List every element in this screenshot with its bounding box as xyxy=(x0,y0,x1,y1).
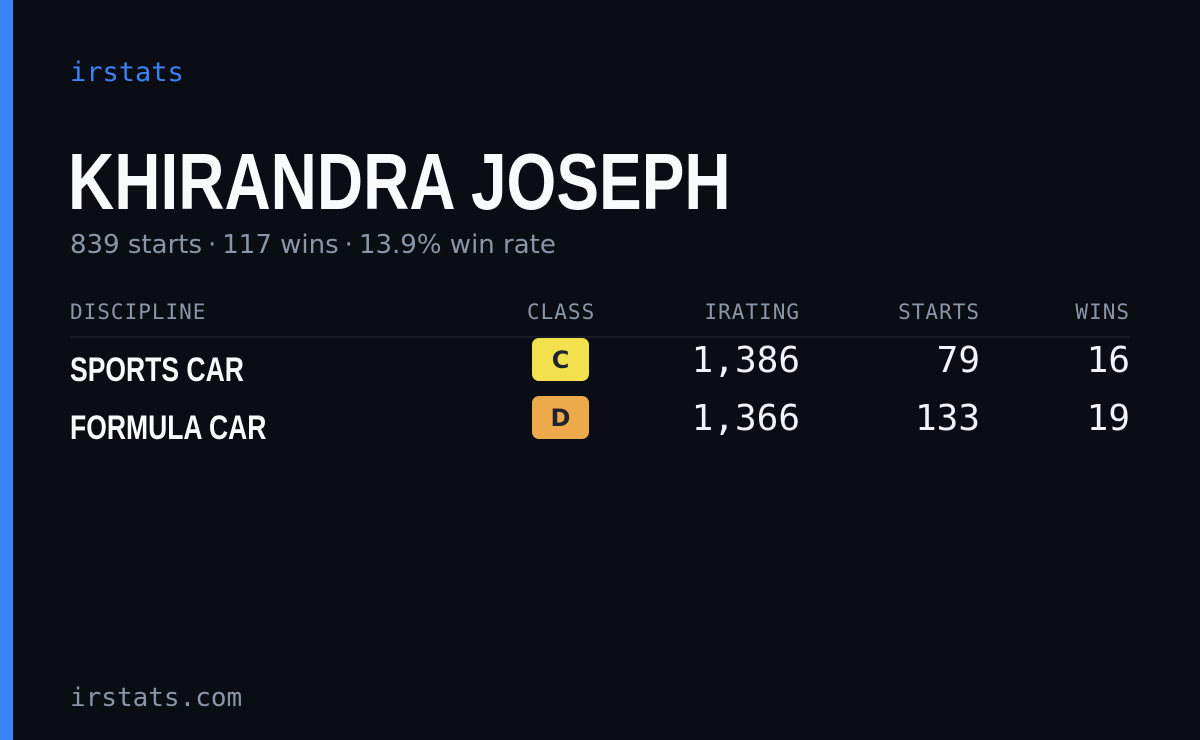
wins-summary: 117 wins xyxy=(222,230,339,260)
starts-value: 79 xyxy=(936,340,980,381)
header-starts: STARTS xyxy=(898,300,980,324)
win-rate-summary: 13.9% win rate xyxy=(358,230,556,260)
header-irating: IRATING xyxy=(704,300,800,324)
header-wins: WINS xyxy=(1075,300,1130,324)
class-badge: C xyxy=(532,338,589,381)
table-row: SPORTS CAR C 1,386 79 16 xyxy=(70,338,1130,396)
summary-separator: · xyxy=(208,230,217,260)
summary-separator: · xyxy=(344,230,353,260)
footer-url: irstats.com xyxy=(70,683,243,713)
driver-summary: 839 starts · 117 wins · 13.9% win rate xyxy=(70,228,556,262)
brand-logo: irstats xyxy=(70,57,184,88)
driver-name: KHIRANDRA JOSEPH xyxy=(68,137,731,226)
wins-value: 19 xyxy=(1086,398,1130,439)
class-badge: D xyxy=(532,396,589,439)
header-class: CLASS xyxy=(527,300,596,324)
table-header: DISCIPLINE CLASS IRATING STARTS WINS xyxy=(70,296,1130,338)
table-row: FORMULA CAR D 1,366 133 19 xyxy=(70,396,1130,454)
wins-value: 16 xyxy=(1086,340,1130,381)
stats-table: DISCIPLINE CLASS IRATING STARTS WINS SPO… xyxy=(70,296,1130,454)
starts-summary: 839 starts xyxy=(70,230,202,260)
irating-value: 1,366 xyxy=(691,398,800,439)
discipline-name: FORMULA CAR xyxy=(70,409,267,447)
irating-value: 1,386 xyxy=(691,340,800,381)
starts-value: 133 xyxy=(914,398,980,439)
discipline-name: SPORTS CAR xyxy=(70,351,244,389)
header-discipline: DISCIPLINE xyxy=(70,300,207,324)
accent-bar xyxy=(0,0,13,740)
